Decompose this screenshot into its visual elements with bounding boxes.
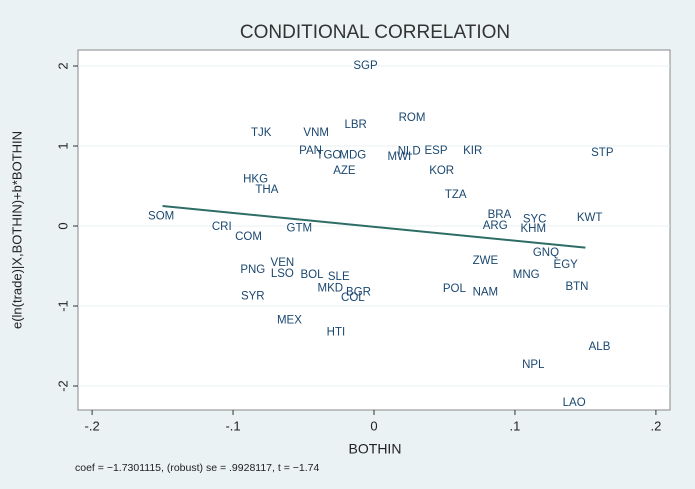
point-label: VEN: [271, 257, 295, 269]
y-tick-label: 2: [55, 62, 70, 69]
point-label: NPL: [522, 359, 545, 371]
point-label: SYC: [523, 214, 547, 226]
fit-line: [162, 205, 586, 249]
point-label: NAM: [473, 286, 499, 298]
y-tick-label: -1: [55, 300, 70, 312]
x-axis-label: BOTHIN: [349, 441, 402, 457]
point-label: BRA: [488, 209, 512, 221]
point-label: TJK: [251, 127, 272, 139]
point-label: GNQ: [533, 247, 559, 259]
point-label: NLD: [398, 146, 421, 158]
point-label: MNG: [513, 269, 540, 281]
point-label: COL: [341, 292, 365, 304]
y-tick-label: 0: [55, 222, 70, 229]
point-label: PNG: [240, 264, 265, 276]
point-label: BGR: [346, 286, 371, 298]
point-label: STP: [591, 147, 614, 159]
x-tick-label: .1: [510, 418, 521, 433]
point-label: CRI: [212, 221, 232, 233]
point-label: HKG: [243, 174, 268, 186]
x-tick-label: .2: [650, 418, 661, 433]
point-label: MDG: [339, 150, 366, 162]
point-label: ALB: [589, 341, 611, 353]
point-label: AZE: [333, 165, 356, 177]
point-label: LAO: [563, 397, 586, 409]
point-label: TZA: [445, 189, 467, 201]
point-label: KWT: [577, 212, 603, 224]
point-label: BOL: [300, 269, 324, 281]
x-tick-label: -.2: [85, 418, 100, 433]
stats-note: coef = −1.7301115, (robust) se = .992811…: [75, 462, 319, 474]
plot-area: [77, 49, 671, 411]
point-label: EGY: [554, 259, 579, 271]
point-label: LSO: [271, 268, 294, 280]
point-label: MKD: [318, 282, 344, 294]
x-tick-label: -.1: [225, 418, 240, 433]
point-label: KIR: [463, 145, 482, 157]
point-label: SGP: [353, 60, 378, 72]
point-label: MEX: [277, 314, 302, 326]
point-label: SLE: [328, 271, 350, 283]
point-label: SOM: [148, 210, 174, 222]
y-tick-label: -2: [55, 380, 70, 392]
point-label: LBR: [344, 119, 366, 131]
point-label: TGO: [316, 150, 341, 162]
point-label: THA: [255, 184, 278, 196]
point-label: COM: [235, 231, 262, 243]
point-label: KOR: [429, 165, 454, 177]
point-label: MWI: [388, 151, 412, 163]
point-label: HTI: [327, 326, 346, 338]
point-label: SYR: [241, 290, 265, 302]
point-label: POL: [443, 283, 467, 295]
point-label: ROM: [399, 112, 426, 124]
point-label: ARG: [483, 220, 508, 232]
point-label: ZWE: [473, 255, 499, 267]
x-tick-label: 0: [370, 418, 377, 433]
y-tick-label: 1: [55, 142, 70, 149]
point-label: VNM: [303, 127, 329, 139]
y-axis-label: e(ln(trade)|X,BOTHIN)+b*BOTHIN: [9, 131, 24, 329]
point-label: BTN: [565, 281, 588, 293]
point-label: KHM: [520, 223, 546, 235]
point-label: PAN: [299, 145, 322, 157]
point-label: ESP: [425, 145, 448, 157]
point-label: GTM: [287, 222, 313, 234]
chart-title: CONDITIONAL CORRELATION: [240, 22, 510, 43]
